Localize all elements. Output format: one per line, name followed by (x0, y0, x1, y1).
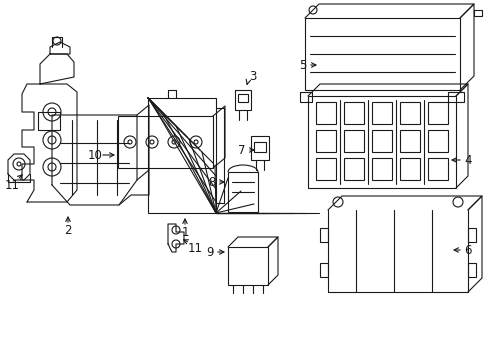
Bar (400, 130, 420, 152)
Bar (474, 10, 482, 16)
Text: 5: 5 (299, 59, 307, 72)
Bar (372, 130, 392, 152)
Bar (468, 228, 476, 242)
Bar (428, 130, 448, 152)
Bar (448, 92, 464, 102)
Text: 1: 1 (181, 225, 189, 239)
Bar (468, 263, 476, 277)
Bar (344, 102, 364, 124)
Text: 8: 8 (208, 176, 216, 189)
Bar (251, 136, 269, 160)
Bar (228, 247, 268, 285)
Text: 4: 4 (464, 153, 472, 166)
Bar (428, 102, 448, 124)
Bar (148, 98, 216, 213)
Bar (344, 158, 364, 180)
Bar (400, 158, 420, 180)
Text: 6: 6 (464, 243, 472, 256)
Text: 3: 3 (249, 69, 257, 82)
Text: 11: 11 (188, 242, 202, 255)
Bar (316, 158, 336, 180)
Bar (320, 263, 328, 277)
Bar (316, 130, 336, 152)
Bar (254, 142, 266, 152)
Bar (308, 96, 456, 188)
Bar (305, 18, 460, 90)
Text: 2: 2 (64, 224, 72, 237)
Text: 11: 11 (4, 179, 20, 192)
Bar (344, 130, 364, 152)
Bar (300, 92, 312, 102)
Text: 10: 10 (88, 149, 102, 162)
Bar (316, 102, 336, 124)
Bar (228, 172, 258, 212)
Text: 7: 7 (238, 144, 246, 157)
Bar (428, 158, 448, 180)
Bar (118, 116, 213, 168)
Bar (38, 112, 60, 130)
Bar (235, 90, 251, 110)
Text: 9: 9 (206, 246, 214, 258)
Bar (372, 158, 392, 180)
Bar (238, 94, 248, 102)
Bar (400, 102, 420, 124)
Bar (320, 228, 328, 242)
Bar (372, 102, 392, 124)
